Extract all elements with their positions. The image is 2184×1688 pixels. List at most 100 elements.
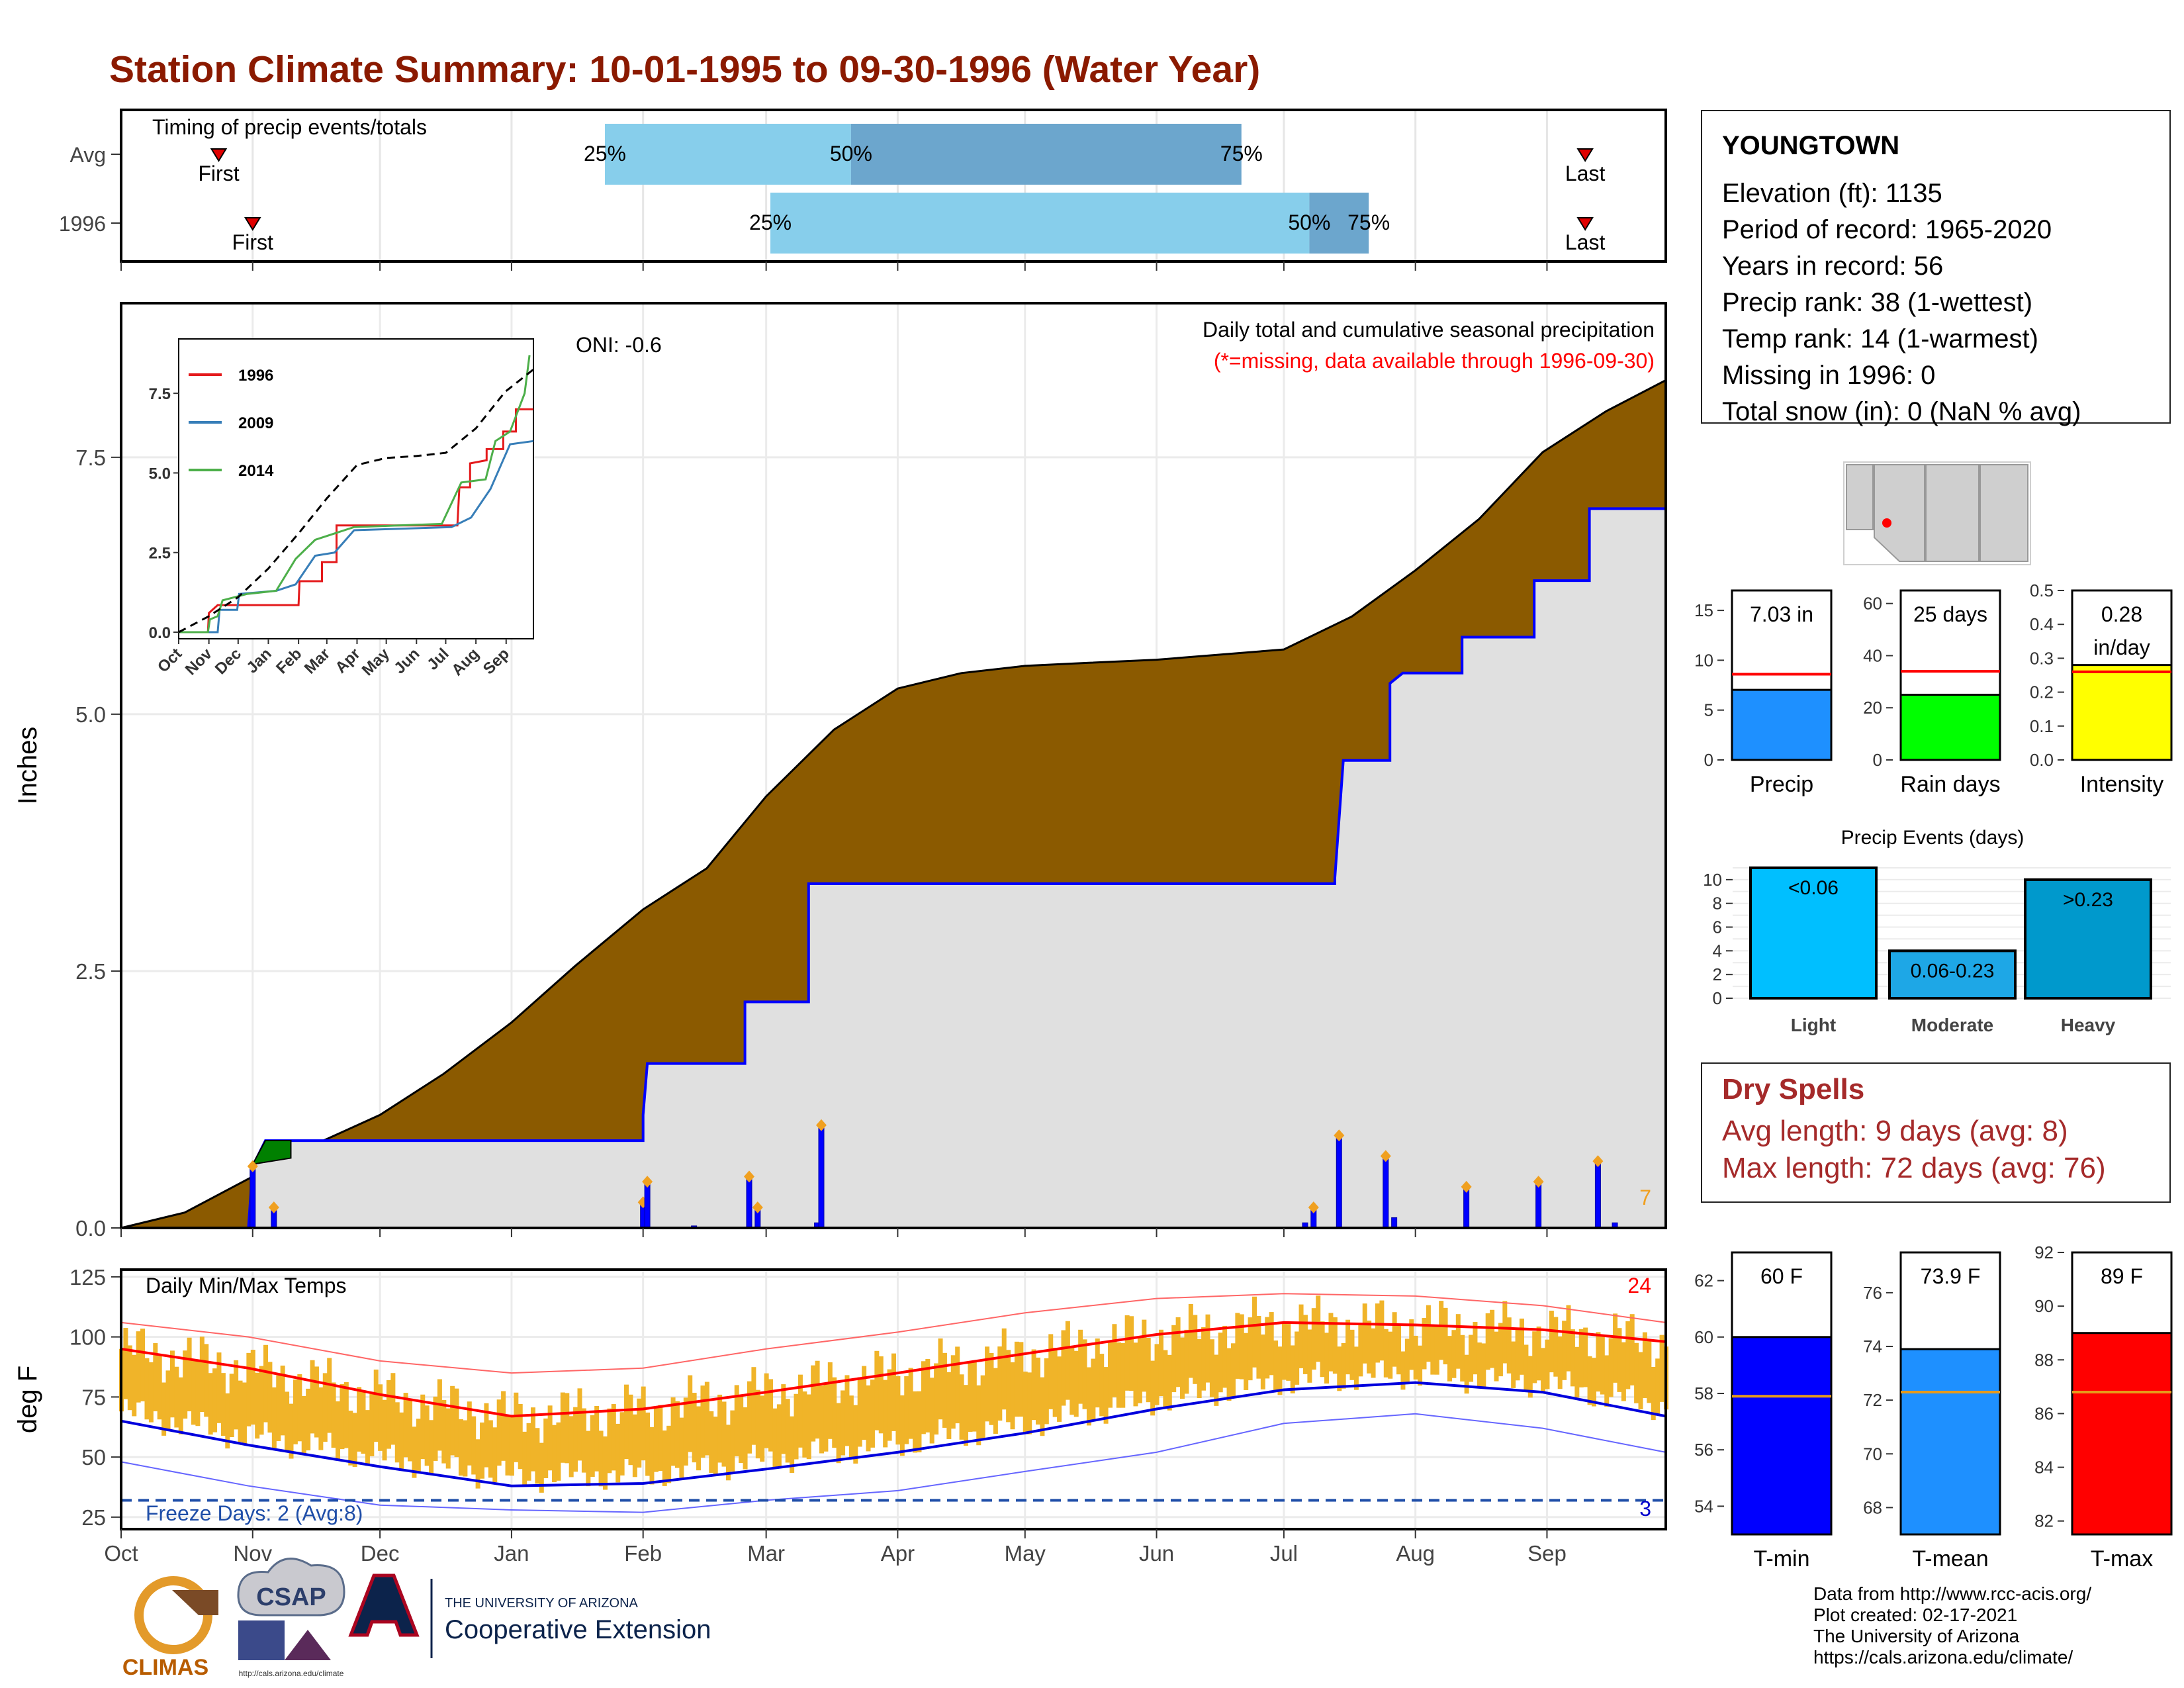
daily-temp-bar	[1629, 1314, 1635, 1385]
daily-temp-bar	[857, 1377, 862, 1447]
daily-temp-bar	[781, 1384, 786, 1454]
daily-precip-marker	[752, 1201, 763, 1213]
inset-ytick-label: 7.5	[149, 385, 171, 403]
daily-temp-bar	[1345, 1319, 1351, 1375]
events-bar-label: 0.06-0.23	[1911, 960, 1995, 982]
inset-series-line	[179, 355, 531, 633]
daily-precip-marker	[268, 1201, 279, 1213]
daily-temp-bar	[688, 1375, 693, 1452]
daily-temp-bar	[776, 1404, 782, 1466]
timing-p75-label: 75%	[1347, 211, 1390, 234]
daily-temp-bar	[1651, 1366, 1656, 1421]
intensity-ytick-label: 0.2	[2030, 682, 2054, 702]
cumulative-1996-line	[121, 507, 1666, 1229]
month-label: Nov	[233, 1541, 272, 1566]
daily-temp-bar	[976, 1385, 981, 1446]
daily-temp-bar	[467, 1401, 472, 1466]
precip-ytick-label: 0.0	[75, 1216, 106, 1241]
daily-temp-bar	[416, 1419, 421, 1474]
daily-temp-bar	[1197, 1338, 1202, 1399]
daily-temp-bar	[602, 1436, 608, 1490]
daily-temp-bar	[242, 1382, 247, 1444]
daily-temp-bar	[539, 1442, 544, 1493]
daily-temp-bar	[1082, 1339, 1087, 1409]
temp-min-summary-ytick-label: 54	[1694, 1496, 1713, 1516]
daily-temp-bar	[412, 1427, 417, 1478]
daily-temp-bar	[844, 1375, 850, 1446]
daily-temp-bar	[234, 1360, 239, 1430]
temp-mean-summary-ytick-label: 74	[1863, 1336, 1882, 1356]
climas-logo-text: CLIMAS	[122, 1655, 208, 1680]
daily-temp-bar	[1010, 1362, 1015, 1430]
temp-mean-summary-ytick-label: 70	[1863, 1444, 1882, 1464]
daily-temp-bar	[823, 1383, 829, 1452]
precip-corner-count: 7	[1639, 1186, 1651, 1209]
daily-temp-bar	[518, 1403, 523, 1470]
daily-temp-bar	[1371, 1328, 1376, 1378]
intensity-ytick-label: 0.5	[2030, 581, 2054, 600]
csap-cloud	[237, 1558, 345, 1617]
precip-title: Daily total and cumulative seasonal prec…	[1203, 318, 1655, 342]
temp-max-summary-ytick-label: 86	[2034, 1403, 2054, 1423]
daily-temp-bar	[1044, 1358, 1049, 1425]
daily-temp-bar	[611, 1404, 616, 1471]
daily-temp-bar	[577, 1388, 582, 1461]
daily-temp-bar	[433, 1396, 438, 1461]
daily-temp-bar	[535, 1428, 540, 1484]
daily-temp-bar	[191, 1359, 197, 1425]
daily-temp-bar	[1302, 1315, 1308, 1374]
daily-temp-bar	[1184, 1329, 1189, 1394]
daily-temp-bar	[1562, 1321, 1567, 1380]
daily-temp-bar	[1498, 1323, 1503, 1377]
inset-chart-frame	[178, 338, 534, 639]
daily-temp-bar	[743, 1407, 748, 1470]
daily-temp-bar	[1171, 1325, 1177, 1393]
daily-temp-bar	[683, 1397, 688, 1466]
precip-total-ytick-label: 0	[1704, 750, 1713, 770]
daily-temp-bar	[751, 1367, 756, 1445]
daily-temp-bar	[586, 1430, 591, 1487]
daily-temp-bar	[1298, 1304, 1304, 1368]
daily-temp-bar	[1655, 1358, 1661, 1416]
avg-max-line	[120, 1321, 1666, 1418]
daily-temp-bar	[590, 1415, 595, 1477]
precip-panel-border	[120, 302, 1667, 1229]
daily-temp-bar	[1578, 1329, 1584, 1387]
daily-temp-bar	[569, 1416, 574, 1477]
month-label: Feb	[624, 1541, 662, 1566]
daily-temp-bar	[144, 1358, 150, 1420]
timing-first-marker	[210, 148, 228, 162]
daily-temp-bar	[1260, 1335, 1265, 1389]
events-bar	[2024, 878, 2152, 1000]
daily-temp-bar	[165, 1370, 171, 1429]
daily-temp-bar	[382, 1399, 387, 1461]
station-years: Years in record: 56	[1722, 252, 1944, 281]
daily-temp-bar	[132, 1354, 137, 1417]
daily-temp-bar	[1404, 1338, 1410, 1382]
timing-first-label: First	[232, 230, 273, 254]
daily-temp-bar	[1193, 1315, 1198, 1384]
daily-temp-bar	[883, 1380, 888, 1448]
inset-series-line	[178, 368, 534, 633]
temp-title: Daily Min/Max Temps	[146, 1274, 346, 1297]
temp-mean-summary-value-label: 73.9 F	[1921, 1264, 1981, 1288]
daily-temp-bar	[450, 1385, 455, 1456]
daily-temp-bar	[1600, 1336, 1605, 1395]
timing-last-marker	[1576, 148, 1594, 162]
timing-title: Timing of precip events/totals	[152, 115, 427, 139]
events-ytick-label: 10	[1703, 870, 1722, 890]
daily-temp-bar	[441, 1400, 447, 1464]
daily-temp-bar	[679, 1417, 684, 1478]
daily-temp-bar	[628, 1394, 633, 1466]
precip-ytick-label: 2.5	[75, 959, 106, 984]
daily-temp-bar	[1566, 1305, 1571, 1372]
daily-temp-bar	[1286, 1324, 1291, 1381]
daily-temp-bar	[386, 1380, 391, 1449]
map-state-texas	[1979, 464, 2028, 562]
daily-precip-bar	[1383, 1155, 1389, 1229]
daily-temp-bar	[1502, 1301, 1508, 1364]
daily-temp-bar	[1324, 1333, 1330, 1384]
daily-temp-bar	[764, 1373, 769, 1448]
daily-temp-bar	[310, 1360, 315, 1434]
daily-temp-bar	[1557, 1336, 1563, 1389]
